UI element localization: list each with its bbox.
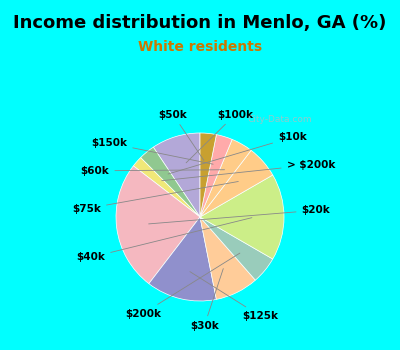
- Wedge shape: [200, 217, 255, 299]
- Wedge shape: [200, 135, 232, 217]
- Wedge shape: [149, 217, 216, 301]
- Wedge shape: [200, 217, 273, 280]
- Text: $150k: $150k: [91, 138, 213, 164]
- Text: $100k: $100k: [186, 110, 253, 163]
- Text: City-Data.com: City-Data.com: [248, 114, 312, 124]
- Text: White residents: White residents: [138, 40, 262, 54]
- Text: $20k: $20k: [149, 205, 330, 224]
- Text: $40k: $40k: [76, 218, 252, 262]
- Wedge shape: [200, 139, 251, 217]
- Text: $50k: $50k: [159, 110, 204, 160]
- Wedge shape: [116, 166, 200, 284]
- Wedge shape: [141, 147, 200, 217]
- Text: $200k: $200k: [125, 253, 240, 318]
- Wedge shape: [153, 133, 200, 217]
- Text: $75k: $75k: [72, 182, 238, 214]
- Wedge shape: [200, 175, 284, 259]
- Text: $30k: $30k: [190, 268, 223, 331]
- Text: > $200k: > $200k: [162, 160, 335, 181]
- Wedge shape: [200, 150, 273, 217]
- Text: Income distribution in Menlo, GA (%): Income distribution in Menlo, GA (%): [13, 14, 387, 32]
- Text: $10k: $10k: [168, 132, 307, 174]
- Text: $60k: $60k: [81, 166, 224, 176]
- Wedge shape: [200, 133, 216, 217]
- Text: $125k: $125k: [190, 272, 278, 321]
- Wedge shape: [133, 158, 200, 217]
